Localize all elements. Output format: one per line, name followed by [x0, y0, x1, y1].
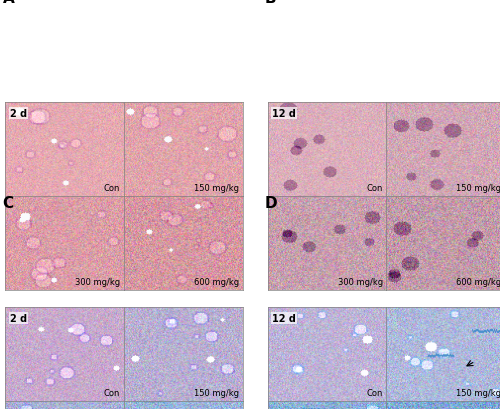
Text: C: C: [2, 196, 14, 211]
Text: B: B: [265, 0, 276, 6]
Text: D: D: [265, 196, 278, 211]
Text: Con: Con: [104, 184, 120, 193]
Text: 12 d: 12 d: [272, 313, 296, 323]
Text: 12 d: 12 d: [272, 109, 296, 119]
Text: Con: Con: [104, 388, 120, 397]
Text: 600 mg/kg: 600 mg/kg: [456, 278, 500, 287]
Text: 150 mg/kg: 150 mg/kg: [194, 388, 239, 397]
Text: 2 d: 2 d: [10, 109, 27, 119]
Text: 600 mg/kg: 600 mg/kg: [194, 278, 239, 287]
Text: 150 mg/kg: 150 mg/kg: [456, 388, 500, 397]
Text: 2 d: 2 d: [10, 313, 27, 323]
Text: 150 mg/kg: 150 mg/kg: [456, 184, 500, 193]
Text: Con: Con: [366, 388, 382, 397]
Text: 300 mg/kg: 300 mg/kg: [338, 278, 382, 287]
Text: 300 mg/kg: 300 mg/kg: [75, 278, 120, 287]
Text: A: A: [2, 0, 14, 6]
Text: 150 mg/kg: 150 mg/kg: [194, 184, 239, 193]
Text: Con: Con: [366, 184, 382, 193]
